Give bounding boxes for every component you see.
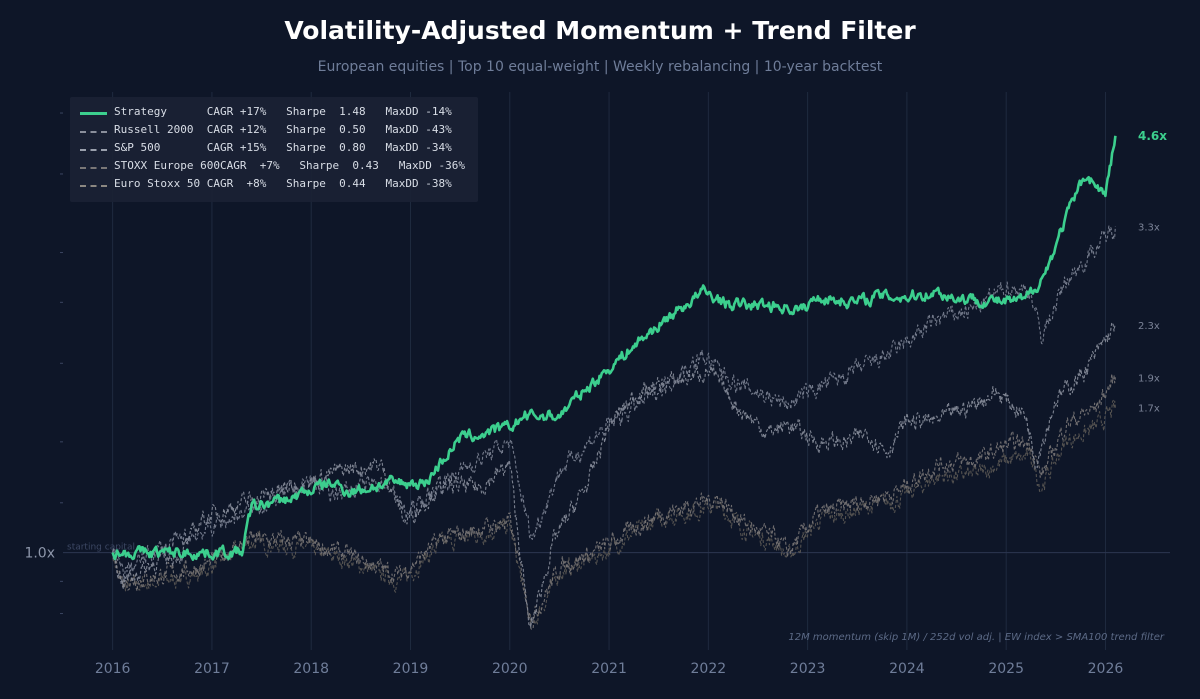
x-tick-label-2026: 2026 [1088, 661, 1124, 677]
legend-item-sp500: S&P 500 CAGR +15% Sharpe 0.80 MaxDD -34% [80, 141, 452, 159]
end-label-euro-stoxx-50: 1.7x [1138, 404, 1160, 415]
x-tick-label-2025: 2025 [988, 661, 1024, 677]
series-line-s-p-500 [112, 225, 1116, 580]
legend-label-stoxx-600: STOXX Europe 600CAGR +7% Sharpe 0.43 Max… [114, 159, 465, 172]
x-tick-label-2017: 2017 [194, 661, 230, 677]
legend: Strategy CAGR +17% Sharpe 1.48 MaxDD -14… [70, 97, 478, 202]
legend-swatch-strategy [80, 112, 107, 115]
x-tick-label-2021: 2021 [591, 661, 627, 677]
x-tick-label-2016: 2016 [95, 661, 131, 677]
legend-item-russell-2000: Russell 2000 CAGR +12% Sharpe 0.50 MaxDD… [80, 123, 452, 141]
end-label-strategy: 4.6x [1138, 129, 1167, 143]
x-tick-label-2023: 2023 [790, 661, 826, 677]
legend-label-sp500: S&P 500 CAGR +15% Sharpe 0.80 MaxDD -34% [114, 141, 452, 154]
baseline-annotation: starting capital [67, 543, 135, 553]
legend-swatch-sp500 [80, 149, 107, 151]
legend-swatch-euro-stoxx-50 [80, 185, 107, 187]
legend-item-strategy: Strategy CAGR +17% Sharpe 1.48 MaxDD -14… [80, 105, 452, 123]
legend-item-stoxx-600: STOXX Europe 600CAGR +7% Sharpe 0.43 Max… [80, 159, 465, 177]
chart-title: Volatility-Adjusted Momentum + Trend Fil… [284, 16, 916, 45]
legend-label-russell-2000: Russell 2000 CAGR +12% Sharpe 0.50 MaxDD… [114, 123, 452, 136]
x-tick-label-2019: 2019 [393, 661, 429, 677]
legend-label-strategy: Strategy CAGR +17% Sharpe 1.48 MaxDD -14… [114, 105, 452, 118]
x-tick-label-2024: 2024 [889, 661, 925, 677]
series-line-euro-stoxx-50 [112, 399, 1116, 625]
legend-swatch-russell-2000 [80, 131, 107, 133]
series-line-strategy [111, 135, 1117, 561]
end-label-s-p-500: 3.3x [1138, 223, 1160, 234]
methodology-note: 12M momentum (skip 1M) / 252d vol adj. |… [788, 632, 1164, 643]
legend-label-euro-stoxx-50: Euro Stoxx 50 CAGR +8% Sharpe 0.44 MaxDD… [114, 177, 452, 190]
baseline-label: 1.0x [24, 546, 55, 562]
end-label-stoxx-europe-600: 1.9x [1138, 373, 1160, 384]
legend-item-euro-stoxx-50: Euro Stoxx 50 CAGR +8% Sharpe 0.44 MaxDD… [80, 177, 452, 195]
end-label-russell-2000: 2.3x [1138, 321, 1160, 332]
chart-subtitle: European equities | Top 10 equal-weight … [317, 59, 883, 75]
legend-swatch-stoxx-600 [80, 167, 107, 169]
x-tick-label-2018: 2018 [293, 661, 329, 677]
series-line-stoxx-europe-600 [112, 373, 1116, 630]
x-tick-label-2020: 2020 [492, 661, 528, 677]
x-tick-label-2022: 2022 [691, 661, 727, 677]
